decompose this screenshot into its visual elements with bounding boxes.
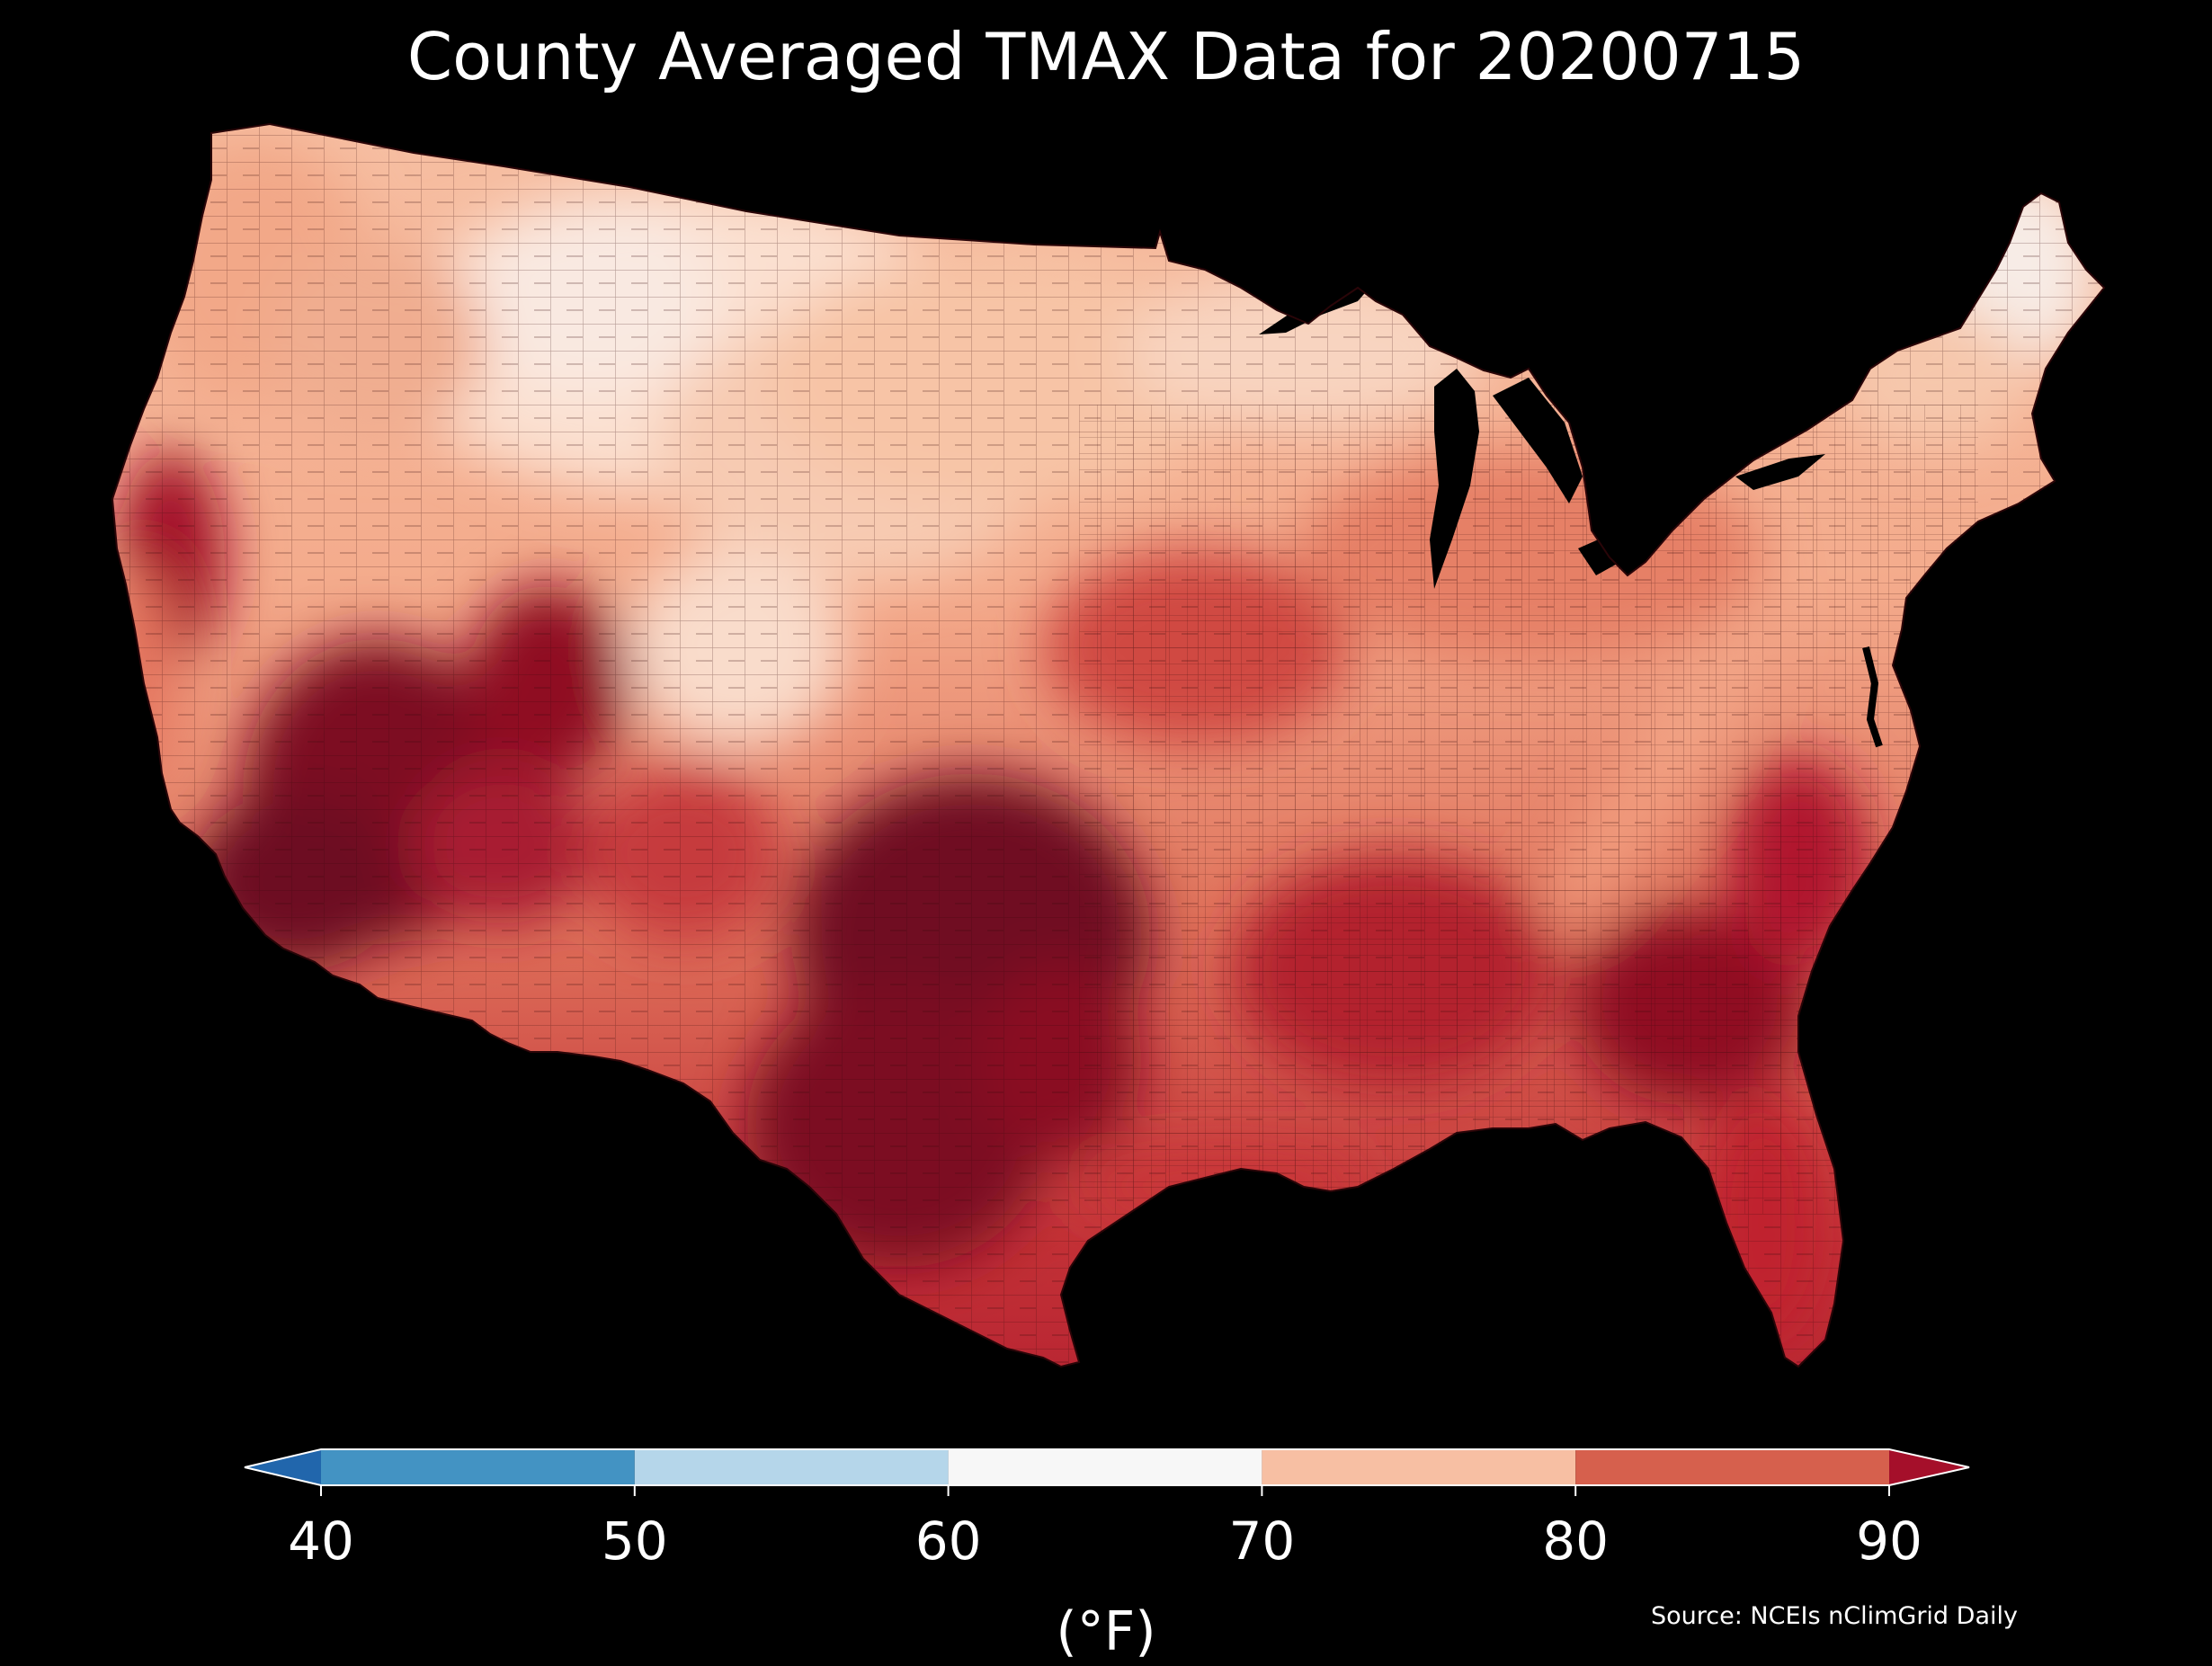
colorbar-bin-70-80 (1262, 1449, 1576, 1485)
colorbar-under-extension (245, 1449, 321, 1485)
colorbar-tick-label: 40 (288, 1510, 354, 1572)
colorbar-bin-40-50 (321, 1449, 635, 1485)
colorbar-bin-60-70 (948, 1449, 1262, 1485)
colorbar-bin-80-90 (1575, 1449, 1889, 1485)
colorbar-tick-label: 70 (1228, 1510, 1296, 1572)
colorbar-tick-label: 80 (1542, 1510, 1610, 1572)
chesapeake-bay (1862, 646, 1883, 748)
source-credit: Source: NCEIs nClimGrid Daily (1651, 1602, 2018, 1630)
great-lakes (1259, 281, 1825, 589)
colorbar-over-extension (1889, 1449, 1969, 1485)
colorbar-unit-label: (°F) (1056, 1600, 1156, 1663)
map-title: County Averaged TMAX Data for 20200715 (406, 19, 1806, 94)
colorbar-tick-label: 60 (914, 1510, 982, 1572)
us-outline (111, 122, 2106, 1368)
colorbar-bin-50-60 (634, 1449, 949, 1485)
colorbar-tick-label: 50 (601, 1510, 668, 1572)
colorbar-tick-label: 90 (1856, 1510, 1922, 1572)
